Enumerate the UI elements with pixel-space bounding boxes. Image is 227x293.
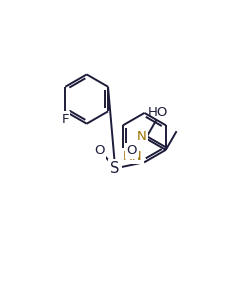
Text: N: N <box>137 130 147 143</box>
Text: S: S <box>111 161 120 176</box>
Text: O: O <box>126 144 137 157</box>
Text: F: F <box>62 113 69 126</box>
Text: O: O <box>94 144 105 157</box>
Text: HN: HN <box>123 149 143 163</box>
Text: HO: HO <box>148 106 168 119</box>
